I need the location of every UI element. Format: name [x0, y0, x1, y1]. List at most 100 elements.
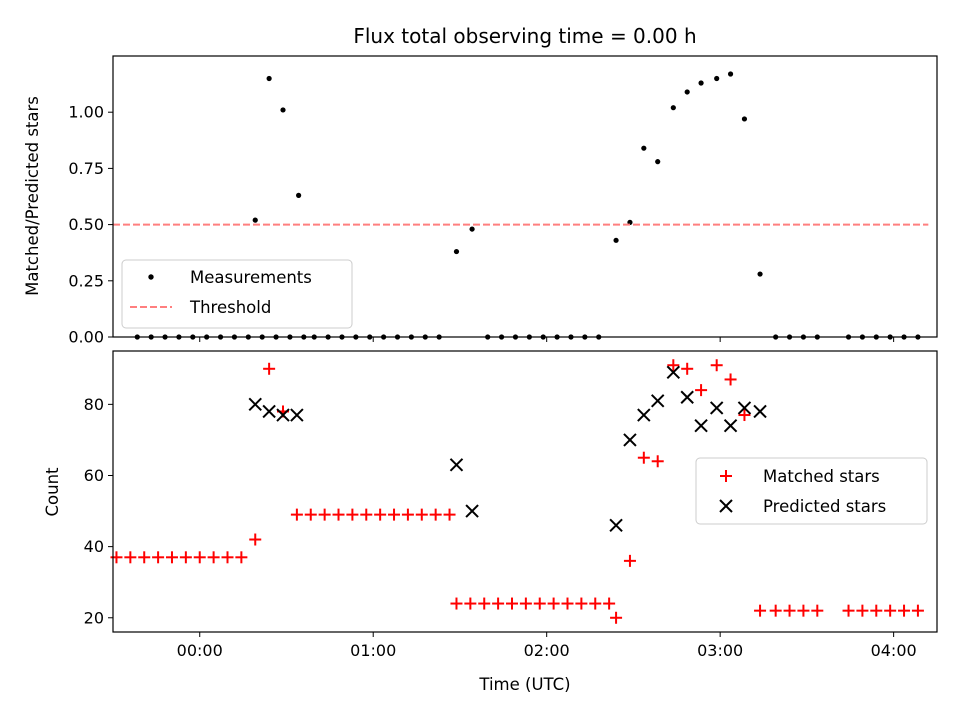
predicted-star-point — [290, 408, 304, 422]
matched-star-point — [304, 508, 317, 521]
matched-star-point — [290, 508, 303, 521]
measurement-point — [280, 107, 286, 113]
matched-star-point — [429, 508, 442, 521]
measurement-point — [698, 80, 704, 86]
x-tick-label: 04:00 — [871, 641, 917, 660]
measurement-point — [757, 271, 763, 277]
x-tick-label: 03:00 — [697, 641, 743, 660]
predicted-star-point — [709, 401, 724, 415]
legend-matched-label: Matched stars — [763, 467, 880, 486]
legend-predicted-marker — [719, 499, 733, 513]
measurement-point — [296, 192, 302, 198]
matched-star-point — [533, 597, 546, 610]
top-panel-frame — [112, 55, 938, 338]
matched-star-point — [589, 597, 602, 610]
predicted-star-point — [465, 504, 479, 518]
measurement-point — [613, 237, 619, 243]
legend-predicted-label: Predicted stars — [763, 497, 886, 516]
measurement-point — [714, 75, 720, 82]
y-tick-label: 0.50 — [68, 215, 104, 234]
predicted-star-point — [248, 397, 262, 412]
matched-star-point — [492, 597, 505, 610]
predicted-star-point — [651, 394, 665, 408]
predicted-star-point — [609, 518, 623, 532]
matched-star-point — [856, 604, 869, 617]
top-y-axis-label: Matched/Predicted stars — [23, 96, 42, 296]
matched-star-point — [898, 604, 911, 617]
bottom-y-axis: 20 40 60 80 — [84, 395, 113, 627]
x-tick-label: 01:00 — [350, 641, 396, 660]
y-tick-label: 0.00 — [68, 328, 104, 347]
matched-star-point — [124, 551, 137, 564]
predicted-star-point — [753, 404, 767, 419]
predicted-star-point — [723, 418, 738, 433]
matched-star-point — [138, 551, 151, 564]
y-tick-label: 80 — [84, 395, 104, 414]
predicted-star-point — [666, 365, 681, 380]
legend-threshold-label: Threshold — [189, 298, 271, 317]
matched-star-point — [332, 508, 345, 521]
matched-star-point — [681, 362, 694, 375]
matched-star-point — [401, 508, 414, 521]
bottom-x-axis: 00:00 01:00 02:00 03:00 04:00 — [177, 632, 917, 660]
matched-star-point — [695, 384, 708, 397]
matched-star-point — [450, 597, 463, 610]
top-legend-box — [121, 259, 353, 329]
predicted-star-point — [623, 433, 637, 447]
matched-star-point — [710, 359, 723, 372]
matched-star-point — [415, 508, 428, 521]
matched-star-point — [207, 551, 220, 564]
matched-star-point — [443, 508, 456, 521]
matched-star-point — [193, 551, 206, 564]
predicted-star-point — [262, 404, 276, 419]
matched-star-point — [575, 597, 588, 610]
bottom-y-axis-label: Count — [43, 467, 62, 517]
x-tick-label: 02:00 — [524, 641, 570, 660]
matched-star-point — [478, 597, 491, 610]
bottom-legend-box — [695, 457, 928, 525]
bottom-panel: 20 40 60 80 00:00 01:00 02:00 03:00 04:00 Count… — [43, 350, 938, 694]
y-tick-label: 60 — [84, 466, 104, 485]
top-panel: 0.00 0.25 0.50 0.75 1.00 Matched/Predicted s… — [23, 55, 938, 347]
measurement-point — [252, 217, 258, 223]
measurement-point — [741, 116, 748, 122]
matched-star-point — [464, 597, 477, 610]
matched-star-point — [651, 455, 664, 468]
top-legend: Measurements Threshold — [121, 259, 353, 329]
y-tick-label: 1.00 — [68, 103, 104, 122]
matched-star-point — [374, 508, 387, 521]
matched-star-point — [547, 597, 560, 610]
matched-star-point — [610, 611, 623, 624]
matched-star-point — [318, 508, 331, 521]
y-tick-label: 0.75 — [68, 159, 104, 178]
matched-star-point — [360, 508, 373, 521]
matched-star-point — [263, 362, 276, 375]
y-tick-label: 40 — [84, 537, 104, 556]
chart-title: Flux total observing time = 0.00 h — [353, 24, 696, 48]
matched-star-point — [884, 604, 897, 617]
x-tick-label: 00:00 — [177, 641, 223, 660]
bottom-panel-frame — [112, 350, 938, 633]
legend-measurements-marker — [148, 274, 154, 280]
x-axis-label: Time (UTC) — [478, 675, 570, 694]
matched-star-point — [519, 597, 532, 610]
measurement-point — [727, 71, 734, 77]
top-x-ticks — [199, 337, 895, 342]
y-tick-label: 20 — [84, 608, 104, 627]
matched-star-point — [221, 551, 234, 564]
matched-star-point — [165, 551, 178, 564]
matched-star-point — [152, 551, 165, 564]
measurement-point — [469, 226, 475, 232]
matched-star-point — [783, 604, 796, 617]
bottom-legend: Matched stars Predicted stars — [695, 457, 928, 525]
measurement-point — [453, 248, 460, 255]
matched-star-point — [346, 508, 359, 521]
matched-star-point — [811, 604, 824, 617]
matched-star-point — [603, 597, 616, 610]
matched-star-point — [842, 604, 855, 617]
bottom-panel-marks — [110, 359, 924, 624]
matched-star-point — [561, 597, 574, 610]
matched-star-point — [623, 554, 636, 567]
